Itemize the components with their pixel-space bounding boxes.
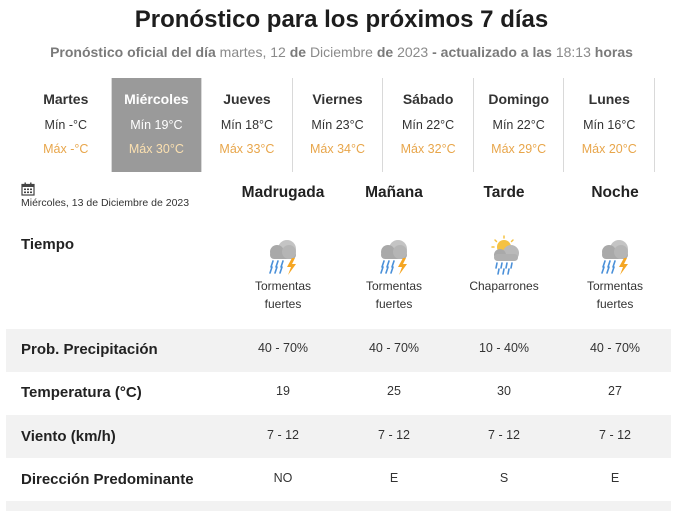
sun-rain-cloud-icon [491,235,519,275]
temp-cell: 30 [497,384,511,398]
day-min-temp: Mín 18°C [220,118,274,132]
day-tab-sabado[interactable]: Sábado Mín 22°C Máx 32°C [382,78,473,172]
weather-text-line1: Tormentas [365,279,423,293]
day-max-temp: Máx -°C [43,142,89,156]
day-max-temp: Máx 20°C [581,142,637,156]
row-label-precip: Prob. Precipitación [21,341,158,358]
precip-cell: 40 - 70% [589,341,641,355]
date-label: Miércoles, 13 de Diciembre de 2023 [21,197,190,209]
row-label-tiempo: Tiempo [21,236,75,253]
day-max-temp: Máx 34°C [310,142,366,156]
storm-cloud-icon [269,240,296,275]
page-title: Pronóstico para los próximos 7 días [134,6,549,33]
weather-cell: Chaparrones [449,234,559,296]
weather-cell: Tormentas fuertes [560,234,670,312]
weather-text-line2: fuertes [596,297,634,311]
precip-cell: 40 - 70% [257,341,309,355]
day-min-temp: Mín 19°C [130,118,183,132]
calendar-icon [21,182,35,196]
day-tab-domingo[interactable]: Domingo Mín 22°C Máx 29°C [472,78,564,172]
row-label-temp: Temperatura (°C) [21,384,142,401]
day-tabs: Martes Mín -°C Máx -°C Miércoles Mín 19°… [21,78,655,172]
storm-cloud-icon [601,240,628,275]
weather-text-line2: fuertes [264,297,302,311]
selected-date: Miércoles, 13 de Diciembre de 2023 [21,182,189,209]
day-name: Viernes [312,91,363,107]
weather-text-line1: Chaparrones [469,279,539,293]
row-band-precip [6,329,671,372]
temp-cell: 25 [387,384,401,398]
day-name: Domingo [488,91,549,107]
precip-cell: 40 - 70% [368,341,420,355]
row-label-wind: Viento (km/h) [21,428,116,445]
row-band-next [6,501,671,511]
weather-text-line2: fuertes [375,297,413,311]
direction-cell: E [610,471,620,485]
precip-cell: 10 - 40% [478,341,530,355]
weather-cell: Tormentas fuertes [339,234,449,312]
temp-cell: 19 [276,384,290,398]
wind-cell: 7 - 12 [378,428,410,442]
direction-cell: NO [273,471,293,485]
period-noche: Noche [591,184,639,201]
day-max-temp: Máx 29°C [491,142,547,156]
day-tab-miercoles[interactable]: Miércoles Mín 19°C Máx 30°C [110,78,202,172]
weather-text-line1: Tormentas [586,279,644,293]
wind-cell: 7 - 12 [267,428,299,442]
day-name: Miércoles [124,91,189,107]
day-name: Sábado [402,91,454,107]
row-label-direction: Dirección Predominante [21,471,194,488]
period-manana: Mañana [365,184,423,201]
day-max-temp: Máx 33°C [219,142,275,156]
day-max-temp: Máx 30°C [128,142,184,156]
wind-cell: 7 - 12 [488,428,520,442]
weather-text-line1: Tormentas [254,279,312,293]
day-tab-viernes[interactable]: Viernes Mín 23°C Máx 34°C [291,78,383,172]
day-name: Jueves [223,91,271,107]
direction-cell: E [389,471,399,485]
direction-cell: S [499,471,509,485]
storm-cloud-icon [380,240,407,275]
day-tab-lunes[interactable]: Lunes Mín 16°C Máx 20°C [563,78,654,172]
day-min-temp: Mín 23°C [311,118,364,132]
period-madrugada: Madrugada [241,184,325,201]
day-name: Lunes [588,91,630,107]
row-band-wind [6,415,671,458]
day-min-temp: Mín -°C [44,118,88,132]
day-min-temp: Mín 16°C [583,118,636,132]
temp-cell: 27 [608,384,622,398]
day-min-temp: Mín 22°C [492,118,545,132]
day-min-temp: Mín 22°C [401,118,455,132]
period-tarde: Tarde [483,184,525,201]
forecast-subtitle: Pronóstico oficial del día martes, 12 de… [50,44,633,60]
day-tab-martes[interactable]: Martes Mín -°C Máx -°C [21,78,111,172]
day-tab-jueves[interactable]: Jueves Mín 18°C Máx 33°C [201,78,292,172]
weather-cell: Tormentas fuertes [228,234,338,312]
wind-cell: 7 - 12 [599,428,631,442]
day-max-temp: Máx 32°C [400,142,456,156]
day-name: Martes [43,91,89,107]
